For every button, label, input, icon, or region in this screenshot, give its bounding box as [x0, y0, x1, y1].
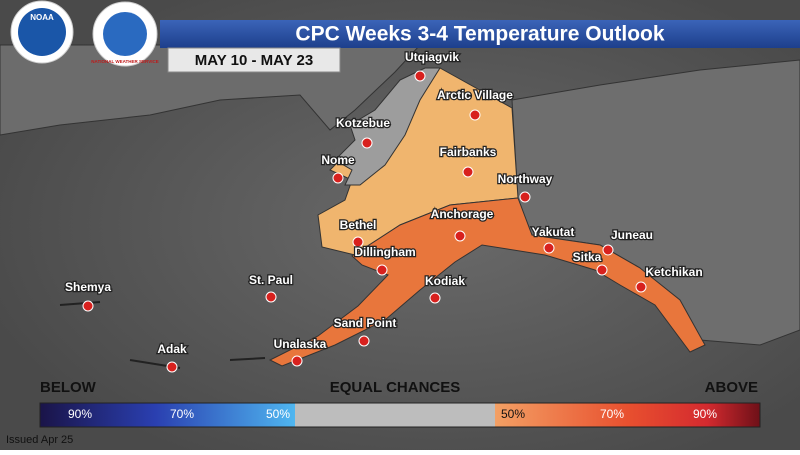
- legend-equal: EQUAL CHANCES: [330, 379, 461, 396]
- city-label: Sitka: [573, 250, 602, 264]
- city-dot: [469, 109, 481, 121]
- city-dot: [332, 172, 344, 184]
- legend-below-label: 70%: [170, 407, 194, 421]
- city-label: Adak: [157, 342, 187, 356]
- city-dot: [543, 242, 555, 254]
- city-label: Kotzebue: [336, 116, 390, 130]
- city-dot: [429, 292, 441, 304]
- legend-above-label: 90%: [693, 407, 717, 421]
- city-dot: [414, 70, 426, 82]
- city-label: Shemya: [65, 280, 111, 294]
- legend-above-label: 50%: [501, 407, 525, 421]
- title-bar: [160, 20, 800, 48]
- orange-region: [268, 197, 706, 367]
- city-label: Northway: [498, 172, 553, 186]
- noaa-logo-inner: [18, 8, 66, 56]
- city-label: Anchorage: [431, 207, 494, 221]
- city-dot: [462, 166, 474, 178]
- city-dot: [454, 230, 466, 242]
- city-dot: [265, 291, 277, 303]
- city-dot: [166, 361, 178, 373]
- city-dot: [291, 355, 303, 367]
- legend-below-bar: [40, 403, 295, 427]
- noaa-text: NOAA: [30, 13, 54, 22]
- city-label: Juneau: [611, 228, 653, 242]
- city-label: Sand Point: [334, 316, 397, 330]
- footer: Issued Apr 25: [6, 434, 73, 446]
- legend-below: BELOW: [40, 379, 97, 396]
- title: CPC Weeks 3-4 Temperature Outlook: [295, 23, 664, 46]
- city-label: Unalaska: [274, 337, 327, 351]
- city-dot: [361, 137, 373, 149]
- city-dot: [358, 335, 370, 347]
- city-label: Kodiak: [425, 274, 465, 288]
- nws-logo-inner: [103, 12, 147, 56]
- city-dot: [596, 264, 608, 276]
- city-label: Fairbanks: [440, 145, 497, 159]
- city-label: Ketchikan: [645, 265, 702, 279]
- city-dot: [602, 244, 614, 256]
- city-label: Nome: [321, 153, 355, 167]
- legend-above: ABOVE: [705, 379, 758, 396]
- date-box: [167, 47, 341, 73]
- city-label: Bethel: [340, 218, 377, 232]
- legend-above-bar: [495, 403, 760, 427]
- gray-region: [334, 67, 441, 186]
- legend-above-label: 70%: [600, 407, 624, 421]
- city-label: Utqiagvik: [405, 50, 459, 64]
- city-dot: [376, 264, 388, 276]
- city-dot: [519, 191, 531, 203]
- city-label: Arctic Village: [437, 88, 513, 102]
- city-dot: [635, 281, 647, 293]
- nws-text: NATIONAL WEATHER SERVICE: [91, 59, 158, 64]
- city-label: Yakutat: [532, 225, 575, 239]
- city-dot: [352, 236, 364, 248]
- city-dot: [82, 300, 94, 312]
- legend-below-label: 90%: [68, 407, 92, 421]
- legend-equal-bar: [295, 403, 495, 427]
- dates: MAY 10 - MAY 23: [195, 52, 313, 69]
- legend-below-label: 50%: [266, 407, 290, 421]
- city-label: Dillingham: [354, 245, 415, 259]
- legend-frame: [39, 402, 761, 428]
- city-label: St. Paul: [249, 273, 293, 287]
